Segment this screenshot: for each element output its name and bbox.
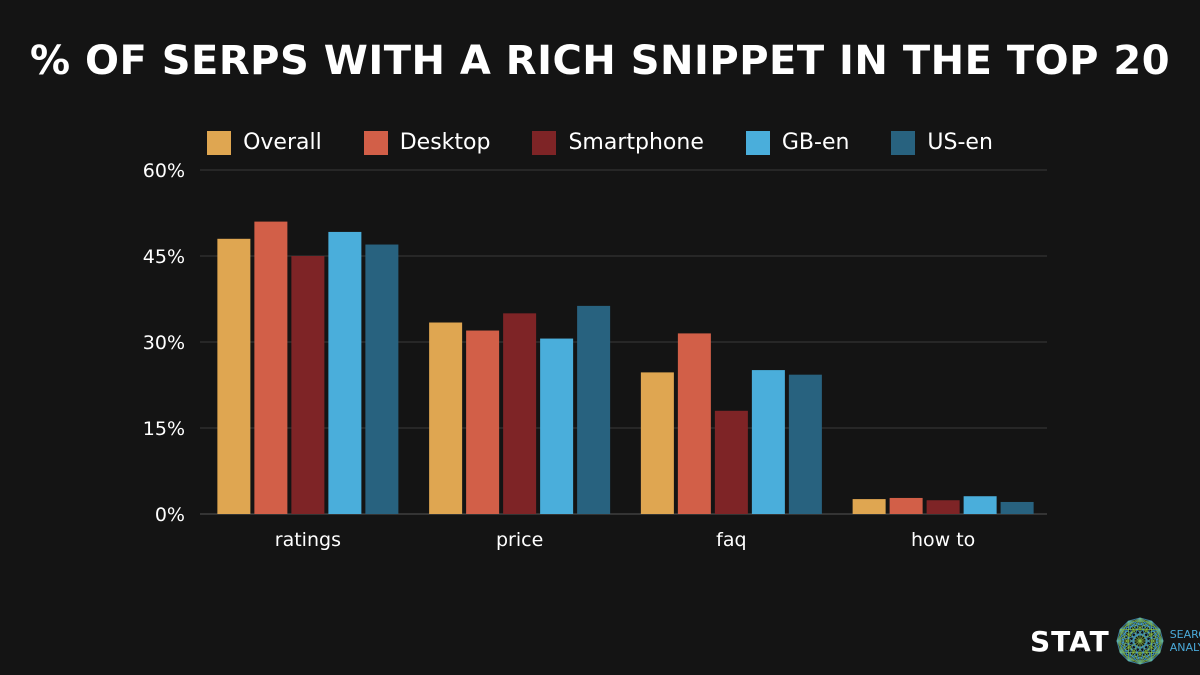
bar-smartphone-price	[503, 313, 537, 514]
bar-overall-how-to	[852, 499, 886, 514]
legend-item-desktop: Desktop	[363, 130, 491, 155]
x-tick-label: how to	[911, 529, 975, 551]
bar-us-en-how-to	[1000, 501, 1034, 514]
legend-label: GB-en	[781, 130, 850, 155]
x-tick-label: faq	[716, 529, 746, 551]
legend-label: US-en	[927, 130, 993, 155]
bar-desktop-ratings	[254, 221, 288, 514]
legend-swatch	[745, 130, 770, 155]
legend-item-overall: Overall	[207, 130, 322, 155]
legend-swatch	[891, 130, 916, 155]
bar-gb-en-how-to	[963, 496, 997, 514]
bar-us-en-ratings	[365, 244, 399, 515]
y-tick-label: 60%	[143, 160, 185, 182]
logo-text: STAT	[1030, 624, 1110, 658]
y-tick-label: 15%	[143, 418, 185, 440]
bar-us-en-price	[577, 305, 611, 514]
bar-gb-en-price	[540, 338, 574, 514]
bar-smartphone-how-to	[926, 500, 960, 514]
legend-item-us-en: US-en	[891, 130, 993, 155]
x-tick-label: price	[496, 529, 543, 551]
y-tick-label: 45%	[143, 246, 185, 268]
legend-label: Overall	[243, 130, 322, 155]
logo-sub1: SEARCH	[1169, 628, 1200, 641]
bar-desktop-price	[466, 330, 500, 514]
x-tick-label: ratings	[275, 529, 341, 551]
bar-desktop-how-to	[889, 497, 923, 514]
y-tick-label: 30%	[143, 332, 185, 354]
bar-desktop-faq	[677, 333, 711, 514]
legend-label: Smartphone	[568, 130, 704, 155]
bar-smartphone-ratings	[291, 256, 325, 514]
legend: Overall Desktop Smartphone GB-en US-en	[0, 130, 1200, 155]
legend-label: Desktop	[399, 130, 491, 155]
legend-item-gb-en: GB-en	[745, 130, 850, 155]
bar-smartphone-faq	[714, 410, 748, 514]
chart-title: % OF SERPS WITH A RICH SNIPPET IN THE TO…	[29, 38, 1171, 84]
stat-logo: STAT SEARCHANALYTICS	[1030, 615, 1200, 667]
bar-us-en-faq	[788, 374, 822, 514]
y-tick-label: 0%	[155, 504, 185, 526]
logo-polygon-icon	[1116, 617, 1164, 665]
bar-gb-en-faq	[751, 370, 785, 514]
legend-item-smartphone: Smartphone	[532, 130, 704, 155]
bar-gb-en-ratings	[328, 231, 362, 515]
legend-swatch	[363, 130, 388, 155]
legend-swatch	[532, 130, 557, 155]
bar-overall-ratings	[217, 238, 251, 515]
bar-overall-faq	[640, 372, 674, 514]
legend-swatch	[207, 130, 232, 155]
bar-overall-price	[429, 322, 463, 514]
logo-sub2: ANALYTICS	[1169, 641, 1200, 654]
